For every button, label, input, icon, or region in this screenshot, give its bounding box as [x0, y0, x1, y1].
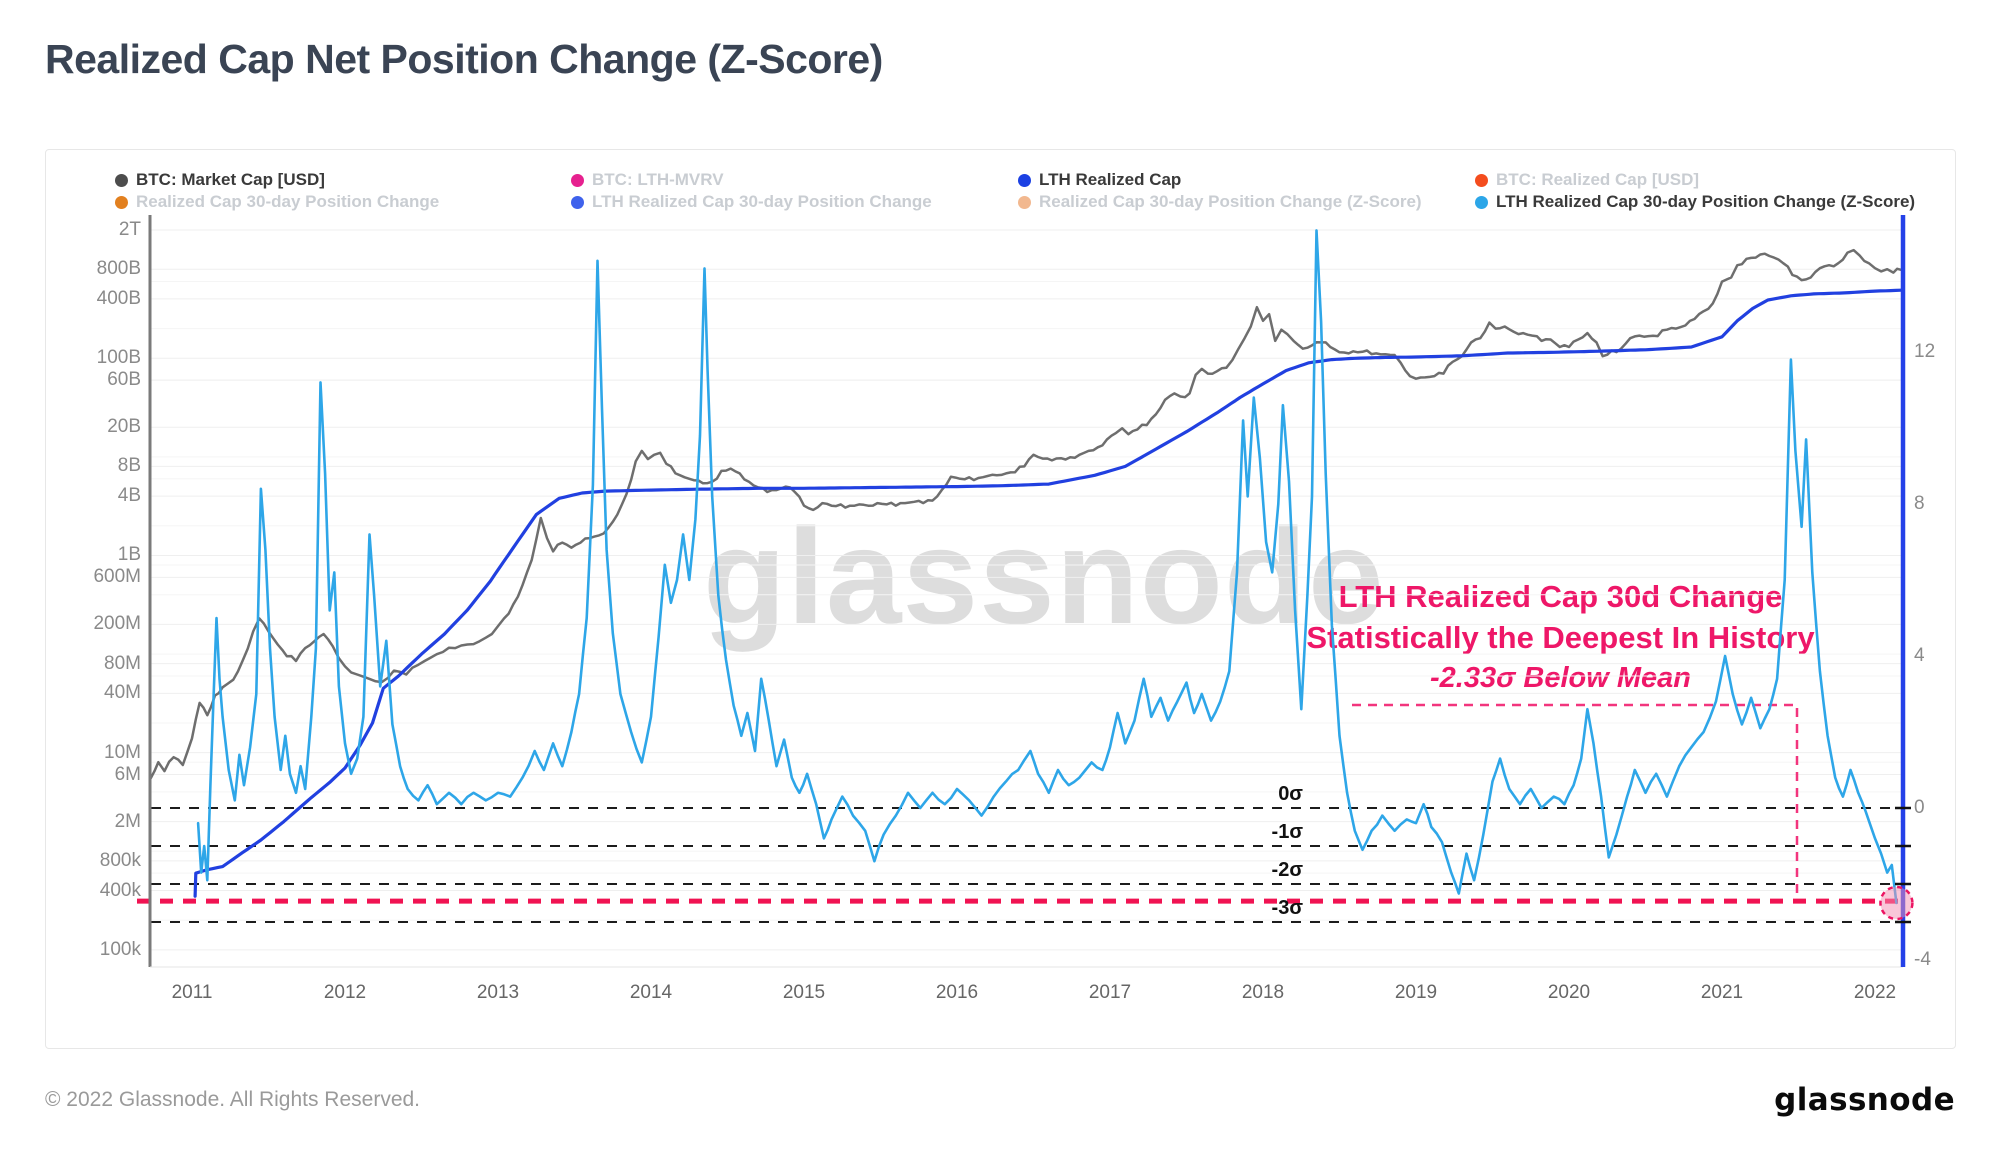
- copyright-text: © 2022 Glassnode. All Rights Reserved.: [45, 1088, 421, 1111]
- legend-label: BTC: Realized Cap [USD]: [1496, 170, 1700, 189]
- legend-item-realized-cap-30-day-position-change-z-score[interactable]: Realized Cap 30-day Position Change (Z-S…: [1018, 192, 1422, 212]
- legend-label: LTH Realized Cap 30-day Position Change: [592, 192, 932, 211]
- legend-dot: [571, 195, 584, 209]
- chart-annotation: LTH Realized Cap 30d Change Statisticall…: [1238, 576, 1883, 699]
- legend-label: BTC: LTH-MVRV: [592, 170, 724, 189]
- legend-dot: [1475, 195, 1488, 209]
- legend-label: Realized Cap 30-day Position Change (Z-S…: [1039, 192, 1422, 211]
- legend-label: LTH Realized Cap 30-day Position Change …: [1496, 192, 1916, 211]
- legend-dot: [1475, 173, 1488, 187]
- legend-item-lth-realized-cap-30-day-position-change[interactable]: LTH Realized Cap 30-day Position Change: [571, 192, 932, 212]
- series-lth-realized-cap: [193, 288, 1903, 898]
- annotation-line-1: LTH Realized Cap 30d Change: [1338, 579, 1783, 614]
- legend-item-lth-realized-cap-30-day-position-change-z-score[interactable]: LTH Realized Cap 30-day Position Change …: [1475, 192, 1915, 212]
- deepest-point-highlight-circle: [1879, 885, 1914, 921]
- page-title: Realized Cap Net Position Change (Z-Scor…: [45, 36, 883, 82]
- legend-label: BTC: Market Cap [USD]: [136, 170, 325, 189]
- legend-item-btc-lth-mvrv[interactable]: BTC: LTH-MVRV: [571, 170, 724, 190]
- legend-item-realized-cap-30-day-position-change[interactable]: Realized Cap 30-day Position Change: [115, 192, 439, 212]
- legend-dot: [1018, 173, 1031, 187]
- series-btc-market-cap-usd: [150, 248, 1903, 780]
- legend-dot: [115, 173, 128, 187]
- legend-item-btc-market-cap-usd[interactable]: BTC: Market Cap [USD]: [115, 170, 325, 190]
- legend-item-lth-realized-cap[interactable]: LTH Realized Cap: [1018, 170, 1181, 190]
- legend-label: LTH Realized Cap: [1039, 170, 1182, 189]
- legend-item-btc-realized-cap-usd[interactable]: BTC: Realized Cap [USD]: [1475, 170, 1699, 190]
- series-lth-realized-cap-30-day-position-change-z-score: [196, 229, 1898, 905]
- legend-dot: [1018, 195, 1031, 209]
- glassnode-logo: glassnode: [1774, 1082, 1955, 1118]
- legend-dot: [571, 173, 584, 187]
- annotation-connector: [1352, 703, 1799, 898]
- annotation-line-2: Statistically the Deepest In History: [1306, 620, 1815, 655]
- legend-label: Realized Cap 30-day Position Change: [136, 192, 440, 211]
- annotation-line-3: -2.33σ Below Mean: [1430, 662, 1691, 694]
- legend-dot: [115, 195, 128, 209]
